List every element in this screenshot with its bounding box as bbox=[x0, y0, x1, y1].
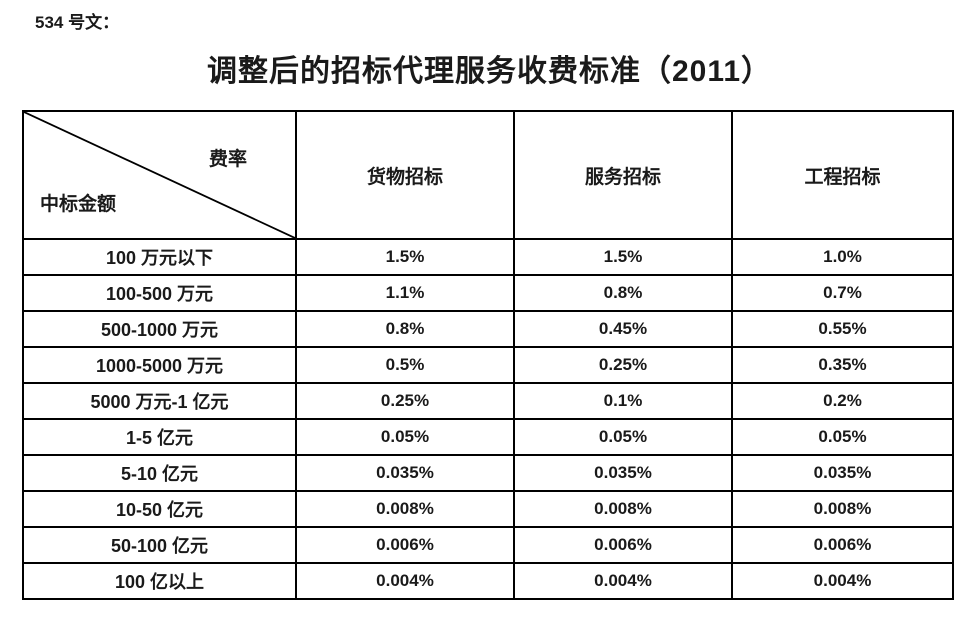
value-cell: 0.7% bbox=[731, 274, 954, 312]
fee-table: 费率 中标金额 货物招标 服务招标 工程招标 100 万元以下 1.5% 1.5… bbox=[22, 110, 954, 600]
table-row: 100-500 万元 1.1% 0.8% 0.7% bbox=[22, 274, 954, 312]
table-row: 1000-5000 万元 0.5% 0.25% 0.35% bbox=[22, 346, 954, 384]
column-header-services: 服务招标 bbox=[513, 110, 733, 240]
column-header-engineering: 工程招标 bbox=[731, 110, 954, 240]
value-cell: 0.25% bbox=[295, 382, 515, 420]
value-cell: 0.008% bbox=[295, 490, 515, 528]
table-row: 10-50 亿元 0.008% 0.008% 0.008% bbox=[22, 490, 954, 528]
corner-label-fee-rate: 费率 bbox=[208, 149, 247, 170]
value-cell: 0.35% bbox=[731, 346, 954, 384]
value-cell: 0.05% bbox=[513, 418, 733, 456]
page-title: 调整后的招标代理服务收费标准（2011） bbox=[206, 55, 773, 88]
value-cell: 0.05% bbox=[295, 418, 515, 456]
value-cell: 0.55% bbox=[731, 310, 954, 348]
value-cell: 0.035% bbox=[731, 454, 954, 492]
value-cell: 1.1% bbox=[295, 274, 515, 312]
value-cell: 0.25% bbox=[513, 346, 733, 384]
value-cell: 0.008% bbox=[731, 490, 954, 528]
value-cell: 0.006% bbox=[731, 526, 954, 564]
value-cell: 0.006% bbox=[513, 526, 733, 564]
table-row: 100 万元以下 1.5% 1.5% 1.0% bbox=[22, 238, 954, 276]
row-label: 100-500 万元 bbox=[22, 274, 297, 312]
value-cell: 0.006% bbox=[295, 526, 515, 564]
value-cell: 0.035% bbox=[513, 454, 733, 492]
row-label: 50-100 亿元 bbox=[22, 526, 297, 564]
value-cell: 0.035% bbox=[295, 454, 515, 492]
value-cell: 0.45% bbox=[513, 310, 733, 348]
value-cell: 0.5% bbox=[295, 346, 515, 384]
row-label: 1-5 亿元 bbox=[22, 418, 297, 456]
row-label: 100 万元以下 bbox=[22, 238, 297, 276]
value-cell: 1.0% bbox=[731, 238, 954, 276]
value-cell: 0.8% bbox=[295, 310, 515, 348]
value-cell: 0.004% bbox=[731, 562, 954, 600]
row-label: 100 亿以上 bbox=[22, 562, 297, 600]
table-row: 100 亿以上 0.004% 0.004% 0.004% bbox=[22, 562, 954, 600]
table-row: 5000 万元-1 亿元 0.25% 0.1% 0.2% bbox=[22, 382, 954, 420]
row-label: 5-10 亿元 bbox=[22, 454, 297, 492]
value-cell: 0.004% bbox=[295, 562, 515, 600]
value-cell: 0.2% bbox=[731, 382, 954, 420]
header-row: 费率 中标金额 货物招标 服务招标 工程招标 bbox=[22, 110, 954, 240]
value-cell: 0.1% bbox=[513, 382, 733, 420]
row-label: 5000 万元-1 亿元 bbox=[22, 382, 297, 420]
value-cell: 0.8% bbox=[513, 274, 733, 312]
value-cell: 0.008% bbox=[513, 490, 733, 528]
row-label: 500-1000 万元 bbox=[22, 310, 297, 348]
value-cell: 1.5% bbox=[295, 238, 515, 276]
value-cell: 1.5% bbox=[513, 238, 733, 276]
table-row: 500-1000 万元 0.8% 0.45% 0.55% bbox=[22, 310, 954, 348]
row-label: 1000-5000 万元 bbox=[22, 346, 297, 384]
corner-header-cell: 费率 中标金额 bbox=[22, 110, 297, 240]
table-row: 1-5 亿元 0.05% 0.05% 0.05% bbox=[22, 418, 954, 456]
diagonal-line bbox=[24, 112, 295, 238]
value-cell: 0.05% bbox=[731, 418, 954, 456]
table-row: 50-100 亿元 0.006% 0.006% 0.006% bbox=[22, 526, 954, 564]
doc-ref: 534 号文： bbox=[35, 13, 120, 32]
table-row: 5-10 亿元 0.035% 0.035% 0.035% bbox=[22, 454, 954, 492]
corner-label-bid-amount: 中标金额 bbox=[40, 194, 117, 215]
value-cell: 0.004% bbox=[513, 562, 733, 600]
row-label: 10-50 亿元 bbox=[22, 490, 297, 528]
column-header-goods: 货物招标 bbox=[295, 110, 515, 240]
